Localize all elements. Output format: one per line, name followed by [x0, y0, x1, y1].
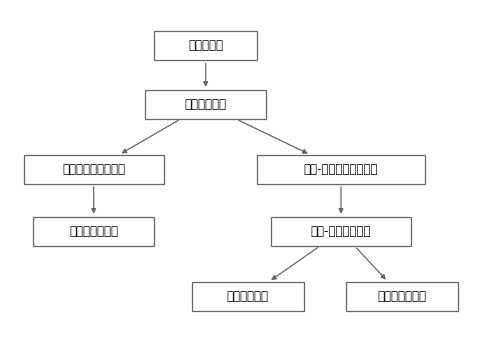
Bar	[155, 31, 257, 60]
Text: 压力处理模块: 压力处理模块	[185, 98, 226, 111]
Bar	[33, 217, 155, 246]
Text: 调控目标潮气量: 调控目标潮气量	[377, 290, 426, 303]
Bar	[191, 282, 304, 311]
Bar	[271, 217, 411, 246]
Text: 校准基础气道压: 校准基础气道压	[69, 225, 118, 238]
Bar	[24, 155, 164, 184]
Text: 压力传感器: 压力传感器	[188, 39, 223, 52]
Text: 压力-容量曲线描记模块: 压力-容量曲线描记模块	[304, 163, 378, 176]
Text: 反应气道状况: 反应气道状况	[226, 290, 269, 303]
Bar	[257, 155, 425, 184]
Bar	[346, 282, 458, 311]
Bar	[145, 90, 266, 119]
Text: 压力-容量曲线描记: 压力-容量曲线描记	[311, 225, 371, 238]
Text: 基础气道压控制模块: 基础气道压控制模块	[62, 163, 125, 176]
